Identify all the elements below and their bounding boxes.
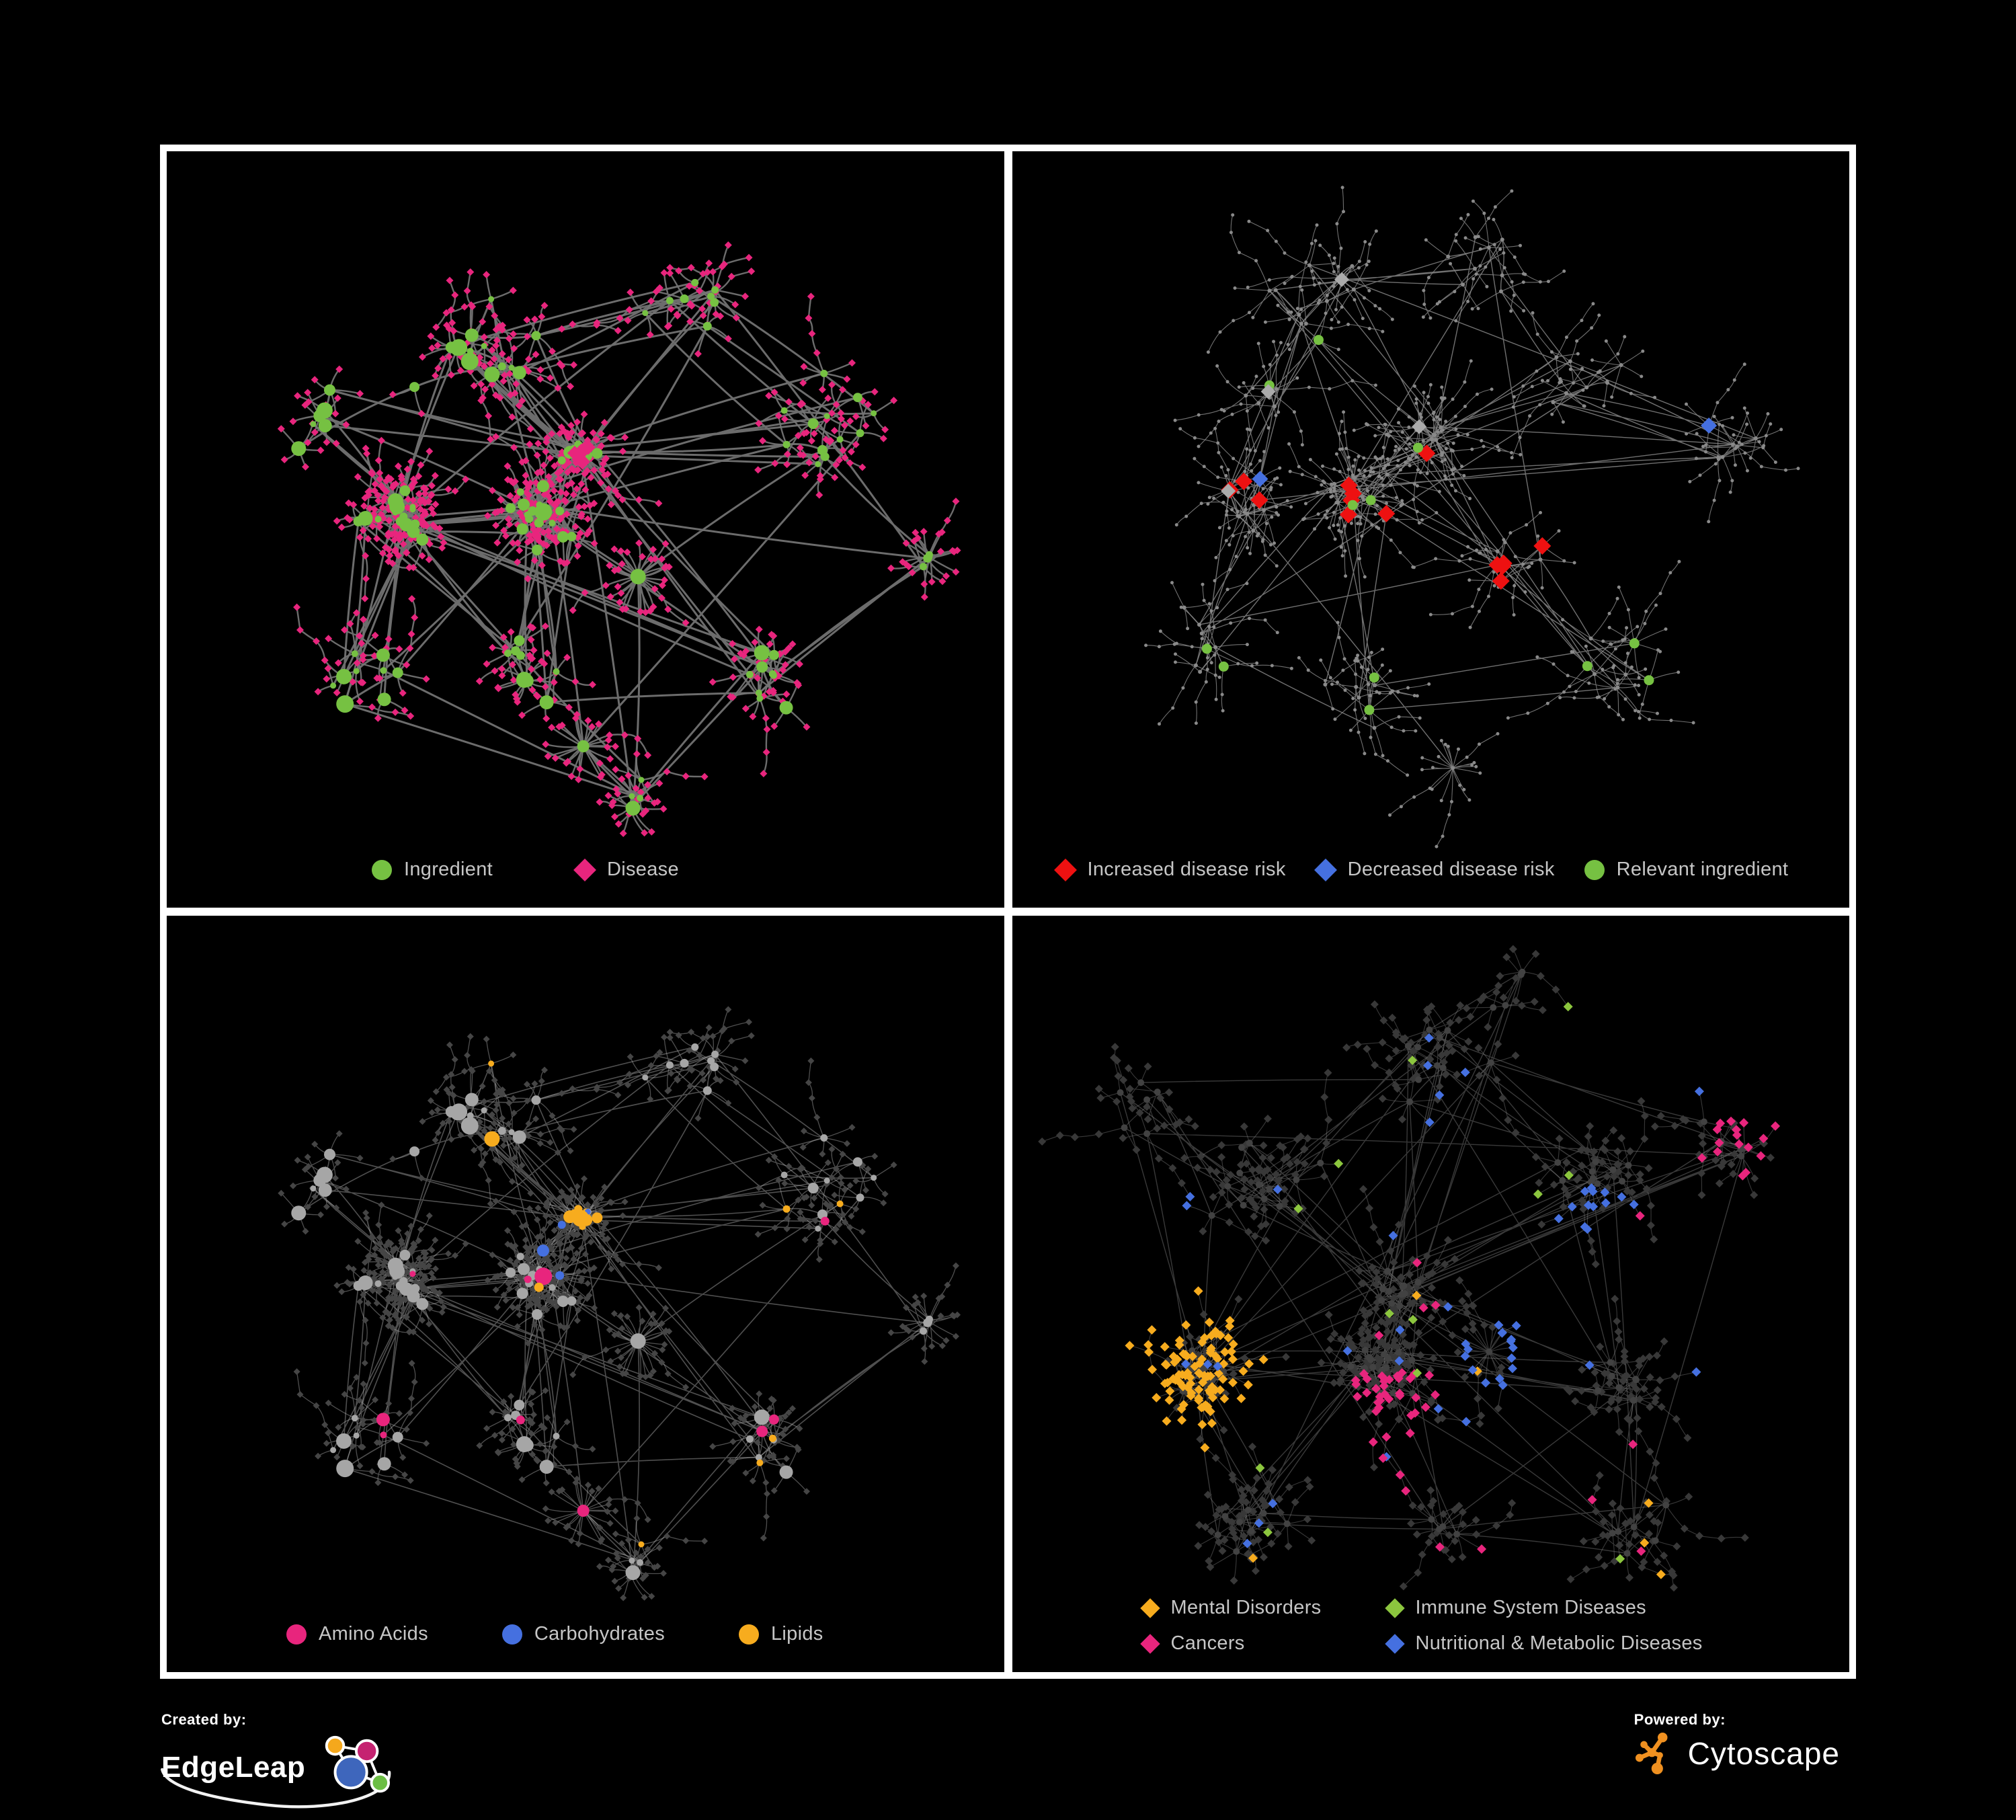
ingredient-disease-network-canvas <box>277 241 961 837</box>
diamond-marker <box>573 858 596 881</box>
circle-nodes <box>524 1275 532 1283</box>
circle-nodes <box>1182 235 1758 770</box>
diamond-nodes <box>1037 945 1775 1592</box>
panel-disease-categories: Mental Disorders Immune System Diseases Ca… <box>1012 916 1849 1672</box>
legend-item-cancers: Cancers <box>1139 1632 1322 1655</box>
legend-item-disease: Disease <box>573 858 679 881</box>
legend-item-amino-acids: Amino Acids <box>286 1623 428 1645</box>
circle-nodes <box>395 331 862 656</box>
legend-label: Amino Acids <box>319 1623 428 1645</box>
macronutrients-network-canvas <box>278 1006 961 1601</box>
panels-grid: Ingredient Disease Increased disease risk… <box>160 145 1856 1679</box>
diamond-nodes <box>278 1006 961 1601</box>
circle-nodes <box>504 1043 933 1443</box>
legend-item-decreased-disease-risk: Decreased disease risk <box>1314 858 1555 881</box>
legend-label: Increased disease risk <box>1087 859 1286 880</box>
circle-nodes <box>756 1425 768 1437</box>
legend-label: Disease <box>607 859 679 880</box>
legend-item-relevant-ingredient: Relevant ingredient <box>1584 859 1789 881</box>
legend-label: Lipids <box>771 1623 823 1645</box>
circle-nodes <box>592 1212 603 1224</box>
edgeleap-node-blue <box>333 1755 368 1790</box>
diamond-marker <box>1053 858 1077 881</box>
circle-nodes <box>536 1244 549 1257</box>
powered-by-label: Powered by: <box>1634 1711 1726 1728</box>
circle-nodes <box>577 1505 590 1517</box>
circle-nodes <box>768 1205 791 1442</box>
circle-nodes <box>555 1271 565 1280</box>
disease-risk-network-canvas <box>1143 186 1800 848</box>
circle-marker <box>1584 859 1605 880</box>
legend-disease-categories: Mental Disorders Immune System Diseases Ca… <box>1139 1597 1703 1655</box>
legend-label: Cancers <box>1170 1632 1245 1654</box>
disease-categories-network-canvas <box>1037 945 1780 1592</box>
cytoscape-logo-text: Cytoscape <box>1687 1736 1840 1771</box>
legend-item-carbohydrates: Carbohydrates <box>501 1623 665 1645</box>
panel-macronutrients: Amino Acids Carbohydrates Lipids <box>167 916 1004 1672</box>
legend-label: Mental Disorders <box>1170 1597 1322 1618</box>
legend-ingredient-disease: Ingredient Disease <box>372 858 679 881</box>
circle-nodes <box>484 1131 500 1147</box>
circle-marker <box>372 859 392 880</box>
circle-nodes <box>351 1112 788 1566</box>
edgeleap-logo-icon <box>161 1735 391 1809</box>
diamond-marker <box>1139 1633 1160 1654</box>
legend-item-lipids: Lipids <box>739 1623 823 1645</box>
diamond-nodes <box>567 440 596 470</box>
cytoscape-logo-icon <box>1635 1732 1668 1775</box>
legend-disease-risk: Increased disease risk Decreased disease … <box>1053 858 1789 881</box>
circle-nodes <box>539 695 554 710</box>
legend-label: Immune System Diseases <box>1415 1597 1646 1618</box>
circle-marker <box>286 1624 307 1645</box>
diamond-nodes <box>1124 1286 1666 1579</box>
diamond-marker <box>1384 1633 1405 1654</box>
footer: Created by: EdgeLeap Powered by: <box>0 1679 2016 1820</box>
diamond-nodes <box>1221 444 1551 590</box>
circle-nodes <box>450 1103 468 1121</box>
created-by-label: Created by: <box>161 1711 247 1728</box>
circle-nodes <box>580 1214 593 1226</box>
circle-nodes <box>380 1431 387 1439</box>
legend-macronutrients: Amino Acids Carbohydrates Lipids <box>286 1623 823 1645</box>
diamond-nodes <box>1350 1116 1780 1556</box>
diamond-marker <box>1384 1597 1405 1618</box>
circle-marker <box>501 1624 522 1645</box>
diamond-nodes <box>277 241 961 837</box>
created-by-block: Created by: EdgeLeap <box>161 1711 399 1809</box>
circle-nodes <box>534 1267 553 1285</box>
legend-label: Carbohydrates <box>534 1623 665 1645</box>
legend-item-mental-disorders: Mental Disorders <box>1139 1597 1322 1619</box>
diamond-marker <box>1139 1597 1160 1618</box>
powered-by-block: Powered by: Cytosc <box>1634 1711 1840 1776</box>
diamond-marker <box>1314 858 1337 881</box>
legend-label: Nutritional & Metabolic Diseases <box>1415 1632 1703 1654</box>
edgeleap-logo-text: EdgeLeap <box>161 1751 306 1784</box>
edgeleap-node-orange <box>325 1735 346 1756</box>
legend-item-ingredient: Ingredient <box>372 859 493 881</box>
legend-item-nutritional-metabolic-diseases: Nutritional & Metabolic Diseases <box>1384 1632 1703 1655</box>
legend-label: Decreased disease risk <box>1347 859 1555 880</box>
legend-label: Relevant ingredient <box>1616 859 1789 880</box>
edgeleap-node-magenta <box>355 1739 379 1764</box>
panel-disease-risk: Increased disease risk Decreased disease … <box>1012 151 1849 908</box>
circle-nodes <box>450 339 468 356</box>
edgeleap-node-green <box>370 1772 391 1793</box>
legend-item-immune-system-diseases: Immune System Diseases <box>1384 1597 1703 1619</box>
circle-nodes <box>539 1460 554 1474</box>
circle-marker <box>739 1624 759 1645</box>
circle-nodes <box>376 1413 390 1427</box>
circle-nodes <box>395 1095 862 1421</box>
circle-nodes <box>409 1271 416 1277</box>
circle-nodes <box>557 1220 566 1229</box>
circle-nodes <box>768 1414 779 1425</box>
legend-label: Ingredient <box>404 859 493 880</box>
circle-nodes <box>416 1263 530 1310</box>
legend-item-increased-disease-risk: Increased disease risk <box>1053 858 1286 881</box>
panel-ingredient-disease: Ingredient Disease <box>167 151 1004 908</box>
